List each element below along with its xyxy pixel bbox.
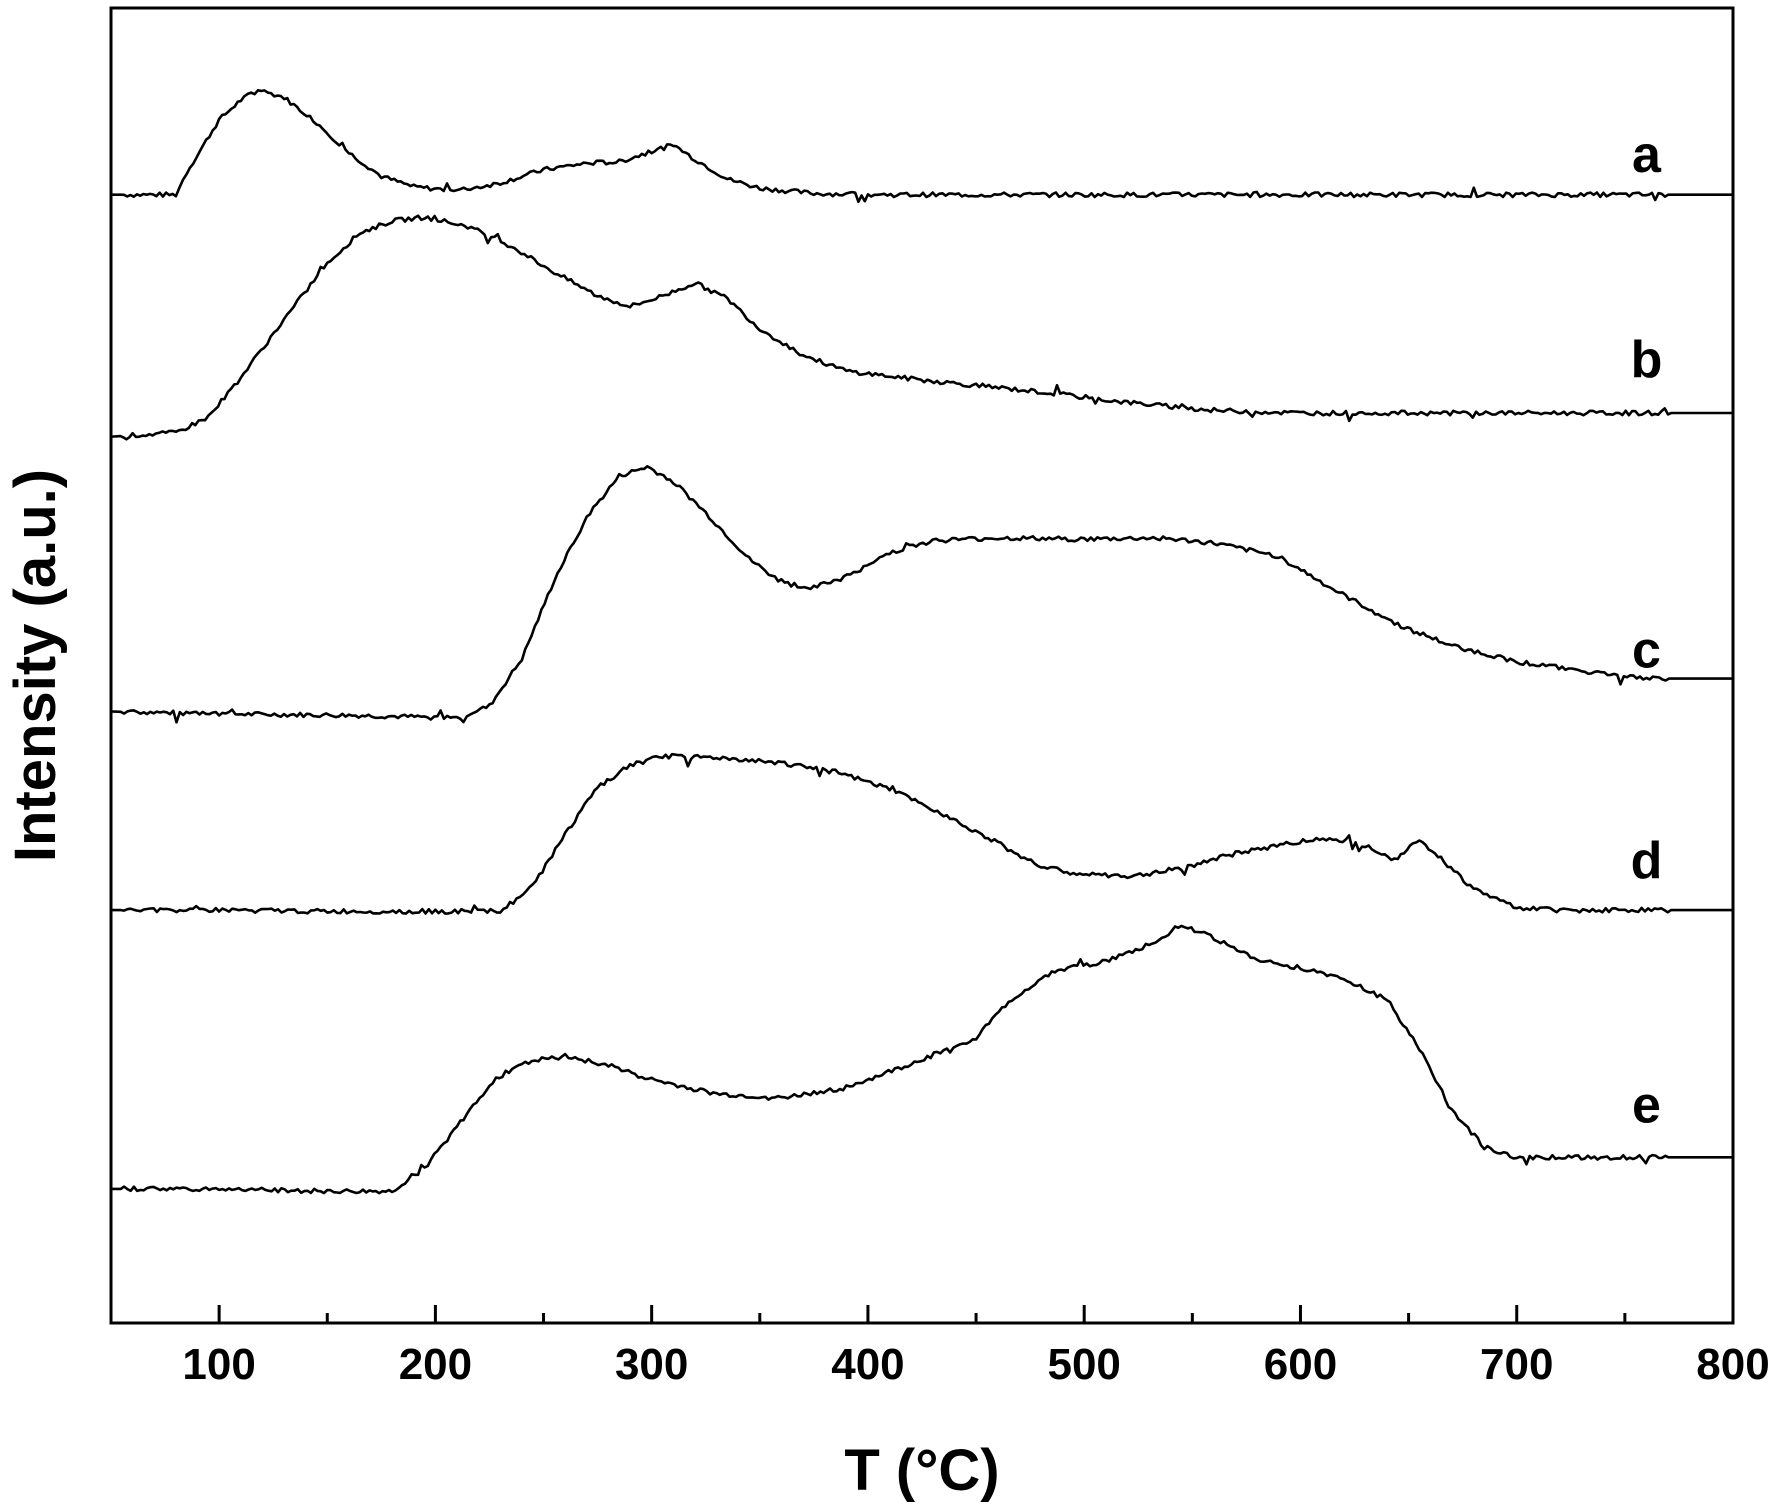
x-tick-label-600: 600 bbox=[1264, 1340, 1337, 1389]
series-line-c bbox=[110, 465, 1733, 724]
x-tick-label-800: 800 bbox=[1696, 1340, 1769, 1389]
series-label-c: c bbox=[1632, 622, 1661, 680]
x-tick-label-500: 500 bbox=[1047, 1340, 1120, 1389]
x-tick-label-100: 100 bbox=[182, 1340, 255, 1389]
series-label-a: a bbox=[1632, 126, 1662, 184]
x-tick-label-300: 300 bbox=[615, 1340, 688, 1389]
curves-layer bbox=[110, 88, 1733, 1195]
series-line-a bbox=[111, 88, 1733, 204]
series-label-e: e bbox=[1632, 1077, 1661, 1135]
series-line-b bbox=[110, 214, 1733, 441]
x-axis-title: T (°C) bbox=[844, 1438, 999, 1503]
x-tick-labels-layer: 100 200 300 400 500 600 700 800 bbox=[182, 1340, 1769, 1389]
plot-frame bbox=[109, 6, 1735, 1325]
series-line-d bbox=[111, 752, 1733, 915]
y-axis-title: Intensity (a.u.) bbox=[3, 469, 68, 862]
x-tick-label-700: 700 bbox=[1480, 1340, 1553, 1389]
series-line-e bbox=[111, 924, 1733, 1195]
x-tick-label-400: 400 bbox=[831, 1340, 904, 1389]
series-label-b: b bbox=[1631, 331, 1663, 389]
curve-labels-layer: a b c d e bbox=[1631, 126, 1663, 1135]
series-label-d: d bbox=[1631, 832, 1663, 890]
x-ticks-layer bbox=[217, 1305, 1735, 1323]
x-tick-label-200: 200 bbox=[399, 1340, 472, 1389]
